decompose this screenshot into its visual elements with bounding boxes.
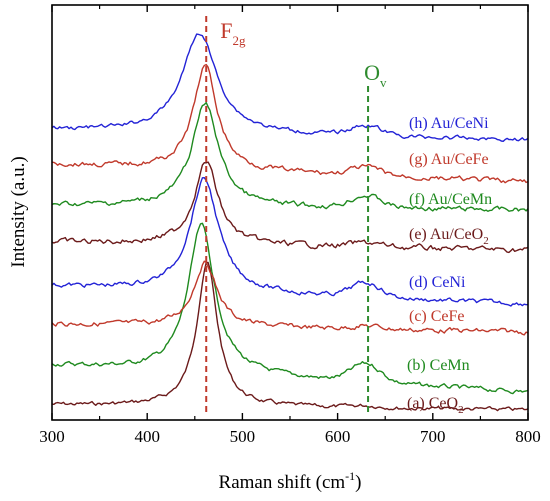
series-label-sub: 2 [458, 404, 464, 416]
annotation-label-sub: 2g [232, 33, 246, 48]
series-label-text: (e) Au/CeO [409, 226, 483, 243]
series-label-3: (d) CeNi [409, 274, 466, 291]
series-label-sub: 2 [483, 235, 489, 247]
series-label-text: (f) Au/CeMn [409, 191, 492, 208]
x-tick-label: 600 [325, 427, 351, 446]
series-line-7 [51, 33, 529, 142]
x-axis-title-sup: -1 [345, 469, 355, 483]
series-line-2 [51, 260, 529, 336]
annotation-label-sub: v [380, 75, 387, 90]
x-axis-title-main: Raman shift (cm [219, 472, 346, 493]
x-tick-label: 500 [230, 427, 256, 446]
series-line-0 [51, 261, 529, 412]
series-label-0: (a) CeO2 [407, 395, 464, 416]
series-line-5 [51, 101, 529, 212]
series-label-text: (d) CeNi [409, 274, 466, 291]
series-label-6: (g) Au/CeFe [409, 151, 489, 168]
annotation-label: F2g [220, 18, 246, 48]
series-label-4: (e) Au/CeO2 [409, 226, 489, 247]
x-tick-label: 300 [39, 427, 65, 446]
series-label-text: (g) Au/CeFe [409, 151, 489, 168]
series-line-1 [51, 222, 529, 395]
series-line-4 [51, 161, 529, 254]
series-label-5: (f) Au/CeMn [409, 191, 492, 208]
x-tick-label: 800 [515, 427, 541, 446]
y-axis-title: Intensity (a.u.) [8, 156, 29, 267]
annotation-label-main: F [220, 18, 232, 43]
annotation-lines [205, 16, 370, 412]
series-label-text: (b) CeMn [407, 357, 470, 374]
x-axis-title-end: ) [355, 472, 361, 493]
series-label-text: (a) CeO [407, 395, 458, 412]
series-line-6 [51, 63, 529, 184]
x-tick-label: 700 [420, 427, 446, 446]
series-label-1: (b) CeMn [407, 357, 470, 374]
x-tick-label: 400 [134, 427, 160, 446]
series-label-7: (h) Au/CeNi [409, 115, 489, 132]
series-line-3 [51, 177, 529, 307]
x-axis-title: Raman shift (cm-1) [219, 469, 362, 493]
series-label-text: (c) CeFe [409, 308, 465, 325]
annotation-labels: F2g Ov [220, 18, 387, 90]
series-labels: (a) CeO2(b) CeMn(c) CeFe(d) CeNi(e) Au/C… [407, 115, 492, 416]
series-label-text: (h) Au/CeNi [409, 115, 489, 132]
annotation-label: Ov [364, 60, 387, 90]
x-axis-ticks: 300 400 500 600 700 800 [39, 5, 541, 446]
annotation-label-main: O [364, 60, 380, 85]
series-lines [51, 33, 529, 412]
series-label-2: (c) CeFe [409, 308, 465, 325]
